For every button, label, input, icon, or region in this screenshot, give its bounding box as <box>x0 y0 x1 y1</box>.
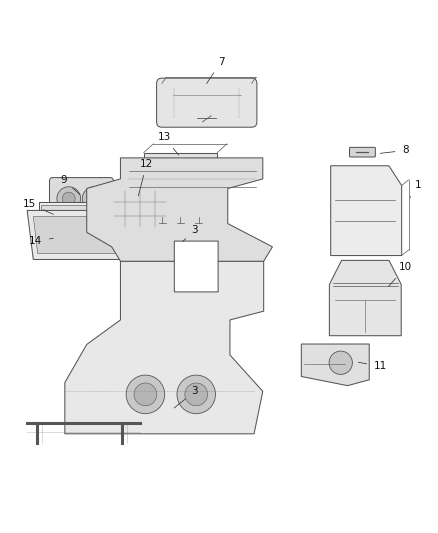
Text: 12: 12 <box>138 159 153 196</box>
Circle shape <box>134 383 157 406</box>
Polygon shape <box>148 197 213 213</box>
Circle shape <box>137 206 143 212</box>
Circle shape <box>82 187 106 211</box>
Text: 3: 3 <box>183 225 198 241</box>
Text: 3: 3 <box>174 386 198 408</box>
Text: 14: 14 <box>29 236 53 246</box>
Circle shape <box>126 375 165 414</box>
Polygon shape <box>329 260 401 336</box>
Text: 8: 8 <box>380 146 409 156</box>
Text: 7: 7 <box>207 56 225 84</box>
Text: 15: 15 <box>23 199 53 214</box>
Text: 13: 13 <box>158 132 179 155</box>
Polygon shape <box>87 158 272 261</box>
Polygon shape <box>27 211 124 260</box>
Circle shape <box>185 383 208 406</box>
Polygon shape <box>65 261 264 434</box>
Polygon shape <box>331 166 402 255</box>
Text: 10: 10 <box>389 262 412 286</box>
Polygon shape <box>301 344 369 386</box>
Text: 9: 9 <box>60 175 80 195</box>
Circle shape <box>88 192 101 205</box>
Text: 1: 1 <box>410 181 422 197</box>
FancyBboxPatch shape <box>156 78 257 127</box>
Circle shape <box>329 351 352 374</box>
FancyBboxPatch shape <box>109 187 171 232</box>
Polygon shape <box>39 201 115 226</box>
Polygon shape <box>144 152 217 217</box>
Polygon shape <box>42 205 112 223</box>
Circle shape <box>57 187 81 211</box>
Text: 11: 11 <box>358 361 387 372</box>
Polygon shape <box>33 216 118 253</box>
FancyBboxPatch shape <box>49 177 113 220</box>
FancyBboxPatch shape <box>350 147 375 157</box>
Circle shape <box>62 192 75 205</box>
Circle shape <box>177 375 215 414</box>
